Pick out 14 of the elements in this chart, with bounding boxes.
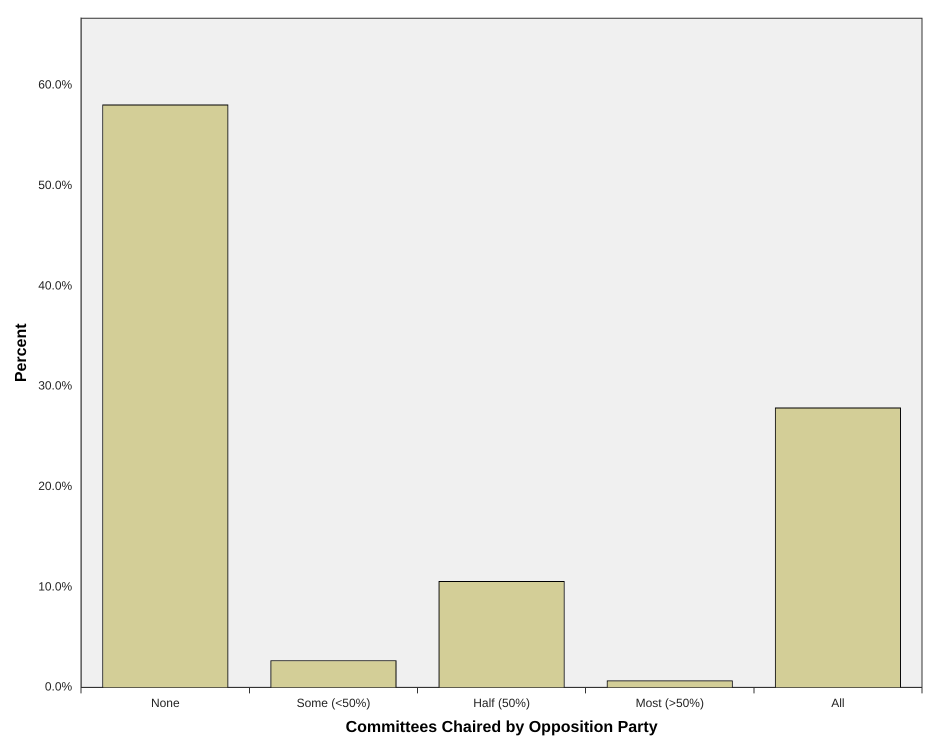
y-tick-label: 30.0% [38,378,73,393]
x-tick-label: All [831,696,845,710]
y-tick-label: 0.0% [44,680,73,694]
x-tick-label: None [150,696,180,710]
y-tick-label: 60.0% [38,78,73,92]
y-tick-label: 10.0% [38,579,73,594]
x-tick-label: Half (50%) [473,696,530,710]
x-tick-label: Some (<50%) [296,696,370,710]
x-axis-title: Committees Chaired by Opposition Party [346,718,658,736]
y-axis-title: Percent [13,322,30,382]
x-tick-label: Most (>50%) [636,696,704,710]
y-tick-label: 40.0% [38,278,73,292]
y-tick-label: 20.0% [38,479,73,494]
y-tick-label: 50.0% [38,178,73,192]
